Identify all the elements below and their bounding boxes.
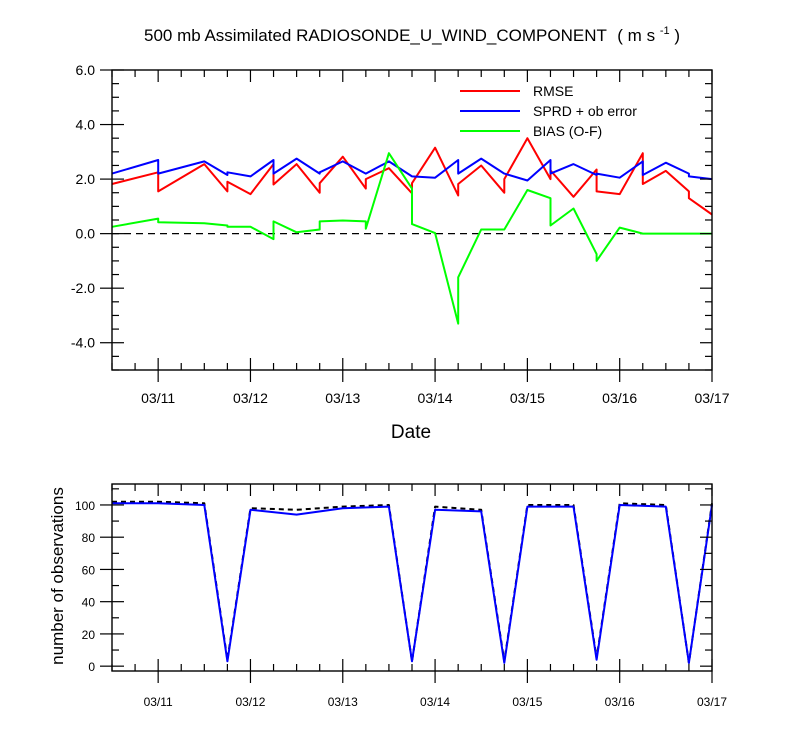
top-y-tick-label: 6.0 bbox=[76, 62, 96, 78]
bottom-y-tick-label: 0 bbox=[88, 660, 95, 674]
bottom-panel: 03/11 03/12 03/13 03/14 03/15 03/16 03/17 0 20 40… bbox=[48, 483, 727, 709]
x-axis-label: Date bbox=[391, 422, 431, 443]
title-units-sup: -1 bbox=[660, 25, 670, 37]
bottom-y-tick-label: 100 bbox=[75, 499, 95, 513]
top-x-tick-label: 03/15 bbox=[510, 390, 545, 406]
bottom-x-tick-label: 03/16 bbox=[605, 695, 635, 709]
bottom-y-tick-label: 60 bbox=[82, 563, 96, 577]
legend: RMSE SPRD + ob error BIAS (O-F) bbox=[460, 83, 637, 139]
y-axis-label-observations: number of observations bbox=[48, 487, 67, 665]
chart-title-text: 500 mb Assimilated RADIOSONDE_U_WIND_COM… bbox=[144, 26, 607, 45]
bottom-x-tick-label: 03/13 bbox=[328, 695, 358, 709]
bottom-y-tick-label: 40 bbox=[82, 596, 96, 610]
title-units: ( m s bbox=[617, 26, 655, 45]
bottom-y-tick-label: 20 bbox=[82, 628, 96, 642]
legend-label: BIAS (O-F) bbox=[533, 123, 602, 139]
top-axes: 03/11 03/12 03/13 03/14 03/15 03/16 03/17 -4.0 -… bbox=[71, 62, 730, 406]
bottom-x-tick-label: 03/12 bbox=[235, 695, 265, 709]
top-y-tick-label: 2.0 bbox=[76, 171, 96, 187]
top-series-line-bias-o-f bbox=[111, 152, 712, 325]
bottom-plot-frame bbox=[111, 483, 713, 672]
bottom-x-tick-label: 03/11 bbox=[144, 695, 173, 709]
bottom-x-tick-label: 03/17 bbox=[697, 695, 727, 709]
top-x-tick-label: 03/13 bbox=[325, 390, 360, 406]
top-plot-marks bbox=[111, 137, 713, 325]
bottom-series-line-series-1 bbox=[112, 502, 713, 664]
legend-label: RMSE bbox=[533, 83, 573, 99]
bottom-axes: 03/11 03/12 03/13 03/14 03/15 03/16 03/17 0 20 40… bbox=[75, 483, 727, 709]
bottom-y-tick-label: 80 bbox=[82, 531, 96, 545]
top-x-tick-label: 03/14 bbox=[418, 390, 453, 406]
top-y-tick-label: 4.0 bbox=[76, 117, 96, 133]
top-y-tick-label: -2.0 bbox=[71, 280, 95, 296]
bottom-plot-marks bbox=[112, 500, 713, 664]
top-x-tick-label: 03/12 bbox=[233, 390, 268, 406]
bottom-x-tick-label: 03/15 bbox=[512, 695, 542, 709]
bottom-series-line-series-0 bbox=[112, 500, 713, 664]
top-series-line-sprd-ob-error bbox=[111, 157, 713, 182]
top-y-tick-label: 0.0 bbox=[76, 226, 96, 242]
legend-label: SPRD + ob error bbox=[533, 103, 637, 119]
top-x-tick-label: 03/17 bbox=[694, 390, 729, 406]
top-x-tick-label: 03/11 bbox=[141, 390, 175, 406]
top-y-tick-label: -4.0 bbox=[71, 335, 95, 351]
top-x-tick-label: 03/16 bbox=[602, 390, 637, 406]
top-panel: 03/11 03/12 03/13 03/14 03/15 03/16 03/17 -4.0 -… bbox=[71, 62, 730, 443]
bottom-x-tick-label: 03/14 bbox=[420, 695, 450, 709]
top-series-line-rmse bbox=[111, 137, 713, 216]
chart-title: 500 mb Assimilated RADIOSONDE_U_WIND_COM… bbox=[144, 19, 680, 45]
title-units-close: ) bbox=[674, 26, 680, 45]
